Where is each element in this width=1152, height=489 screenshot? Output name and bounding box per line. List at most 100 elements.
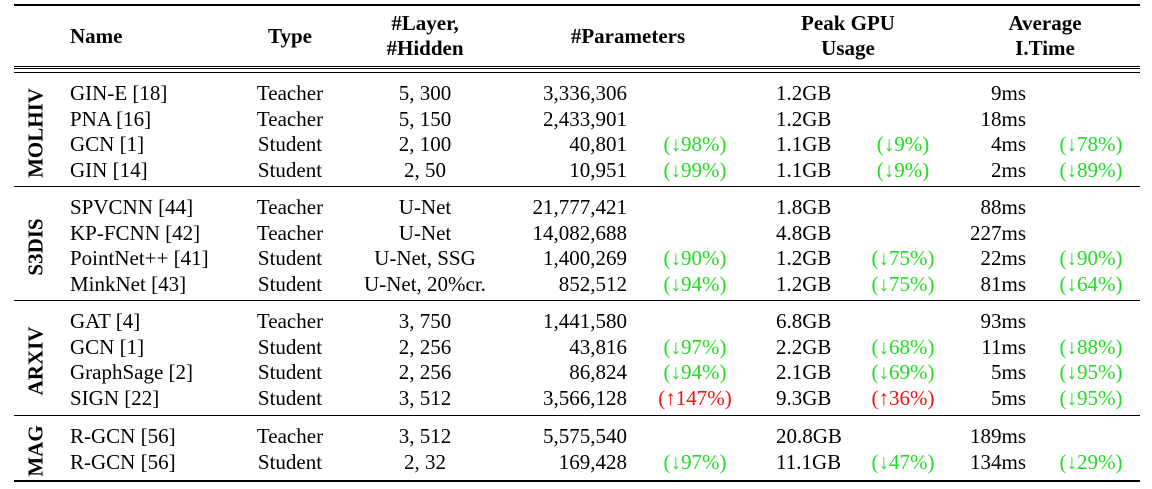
cell-inference-time-change: (↓90%) xyxy=(1059,246,1123,270)
cell-inference-time-change: (↓88%) xyxy=(1059,334,1123,359)
cell-inference-time: 134ms xyxy=(969,449,1026,474)
cell-inference-time: 18ms xyxy=(980,106,1026,131)
cell-parameters: 3,336,306 xyxy=(543,81,627,105)
cell-type: Teacher xyxy=(256,195,324,219)
cell-parameters-change: (↓94%) xyxy=(663,271,727,296)
cell-layer-hidden: 3, 750 xyxy=(398,309,452,333)
cell-parameters-change: (↓94%) xyxy=(663,360,727,384)
cell-inference-time-change: (↓29%) xyxy=(1059,449,1123,474)
cell-type: Student xyxy=(257,246,323,270)
cell-parameters: 43,816 xyxy=(569,334,627,359)
dataset-label: MOLHIV xyxy=(23,88,48,178)
cell-type: Student xyxy=(257,132,323,156)
cell-peak-gpu: 9.3GB xyxy=(776,385,832,410)
cell-parameters: 3,566,128 xyxy=(543,385,627,410)
cell-peak-gpu-change: (↓47%) xyxy=(871,449,935,474)
cell-parameters: 14,082,688 xyxy=(532,220,628,245)
cell-inference-time: 5ms xyxy=(990,360,1026,384)
cell-peak-gpu-change: (↓9%) xyxy=(876,157,930,182)
cell-inference-time-change: (↓89%) xyxy=(1059,157,1123,182)
cell-name: GIN-E [18] xyxy=(70,81,168,105)
cell-type: Student xyxy=(257,334,323,359)
cell-layer-hidden: 2, 256 xyxy=(398,334,452,359)
cell-parameters: 852,512 xyxy=(558,271,627,296)
cell-inference-time-change: (↓78%) xyxy=(1059,132,1123,156)
cell-inference-time: 227ms xyxy=(969,220,1026,245)
cell-inference-time: 5ms xyxy=(990,385,1026,410)
cell-parameters: 40,801 xyxy=(569,132,627,156)
cell-parameters-change: (↓99%) xyxy=(663,157,727,182)
cell-inference-time: 189ms xyxy=(969,424,1026,448)
cell-inference-time: 2ms xyxy=(990,157,1026,182)
cell-peak-gpu-change: (↓69%) xyxy=(871,360,935,384)
cell-parameters-change: (↓98%) xyxy=(663,132,727,156)
group-rule xyxy=(14,415,1140,416)
cell-parameters: 169,428 xyxy=(558,449,627,474)
cell-peak-gpu: 20.8GB xyxy=(776,424,842,448)
cell-layer-hidden: 3, 512 xyxy=(398,385,452,410)
cell-parameters: 5,575,540 xyxy=(543,424,627,448)
cell-inference-time: 22ms xyxy=(980,246,1026,270)
dataset-label: MAG xyxy=(23,424,48,477)
cell-type: Teacher xyxy=(256,424,324,448)
cell-name: KP-FCNN [42] xyxy=(70,220,201,245)
top-rule xyxy=(14,4,1140,6)
bottom-rule xyxy=(14,480,1140,482)
header-rule xyxy=(14,66,1140,67)
cell-type: Student xyxy=(257,157,323,182)
cell-peak-gpu: 1.1GB xyxy=(776,157,832,182)
cell-peak-gpu-change: (↑36%) xyxy=(871,385,935,410)
cell-name: SPVCNN [44] xyxy=(70,195,194,219)
cell-inference-time-change: (↓95%) xyxy=(1059,360,1123,384)
cell-type: Teacher xyxy=(256,220,324,245)
cell-peak-gpu: 1.2GB xyxy=(776,81,832,105)
cell-peak-gpu-change: (↓68%) xyxy=(871,334,935,359)
header-gpu-1: Peak GPU xyxy=(801,11,895,35)
cell-type: Student xyxy=(257,360,323,384)
header-gpu-2: Usage xyxy=(821,36,875,60)
cell-layer-hidden: 2, 256 xyxy=(398,360,452,384)
cell-name: GCN [1] xyxy=(70,132,145,156)
cell-name: PointNet++ [41] xyxy=(70,246,209,270)
header-params: #Parameters xyxy=(570,24,686,48)
cell-inference-time: 11ms xyxy=(981,334,1026,359)
cell-peak-gpu: 1.2GB xyxy=(776,271,832,296)
cell-parameters: 21,777,421 xyxy=(532,195,628,219)
cell-name: SIGN [22] xyxy=(70,385,160,410)
cell-parameters: 1,441,580 xyxy=(543,309,627,333)
cell-layer-hidden: 5, 150 xyxy=(398,106,452,131)
header-type: Type xyxy=(268,24,312,48)
cell-inference-time-change: (↓64%) xyxy=(1059,271,1123,296)
cell-peak-gpu: 2.2GB xyxy=(776,334,832,359)
cell-layer-hidden: U-Net, SSG xyxy=(374,246,476,270)
cell-parameters-change: (↓97%) xyxy=(663,449,727,474)
cell-peak-gpu: 6.8GB xyxy=(776,309,832,333)
dataset-label: S3DIS xyxy=(23,218,48,276)
cell-layer-hidden: 2, 50 xyxy=(404,157,446,182)
cell-peak-gpu: 11.1GB xyxy=(776,449,842,474)
cell-parameters: 2,433,901 xyxy=(543,106,627,131)
header-layer-1: #Layer, xyxy=(391,11,459,35)
dataset-label: ARXIV xyxy=(23,326,48,396)
cell-name: R-GCN [56] xyxy=(70,449,176,474)
cell-layer-hidden: U-Net xyxy=(398,220,452,245)
cell-peak-gpu-change: (↓75%) xyxy=(871,271,935,296)
group-rule xyxy=(14,68,1140,69)
header-name: Name xyxy=(70,24,123,48)
cell-type: Teacher xyxy=(256,81,324,105)
cell-peak-gpu-change: (↓9%) xyxy=(876,132,930,156)
cell-name: GAT [4] xyxy=(70,309,141,333)
header-time-1: Average xyxy=(1008,11,1082,35)
cell-inference-time: 4ms xyxy=(990,132,1026,156)
cell-name: GCN [1] xyxy=(70,334,145,359)
cell-parameters-change: (↓90%) xyxy=(663,246,727,270)
cell-layer-hidden: 2, 32 xyxy=(404,449,446,474)
cell-peak-gpu-change: (↓75%) xyxy=(871,246,935,270)
cell-name: GraphSage [2] xyxy=(70,360,194,384)
cell-name: MinkNet [43] xyxy=(70,271,187,296)
cell-peak-gpu: 1.8GB xyxy=(776,195,832,219)
cell-peak-gpu: 1.1GB xyxy=(776,132,832,156)
cell-type: Teacher xyxy=(256,309,324,333)
cell-type: Student xyxy=(257,449,323,474)
cell-layer-hidden: 5, 300 xyxy=(398,81,452,105)
